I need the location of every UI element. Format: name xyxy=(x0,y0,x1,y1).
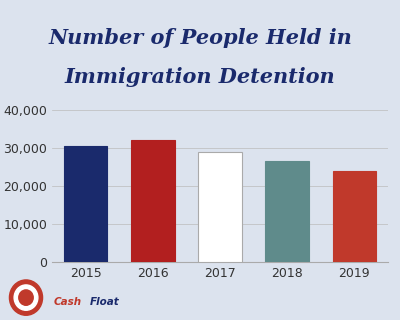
Text: Number of People Held in: Number of People Held in xyxy=(48,28,352,48)
Bar xyxy=(265,162,309,262)
Bar xyxy=(131,140,175,262)
Bar xyxy=(332,171,376,262)
Circle shape xyxy=(14,285,38,310)
Circle shape xyxy=(19,290,33,305)
Text: Immigration Detention: Immigration Detention xyxy=(65,67,335,87)
Text: Float: Float xyxy=(90,297,120,308)
Text: Cash: Cash xyxy=(54,297,82,308)
Circle shape xyxy=(10,280,42,315)
Bar xyxy=(198,152,242,262)
Bar xyxy=(64,146,108,262)
